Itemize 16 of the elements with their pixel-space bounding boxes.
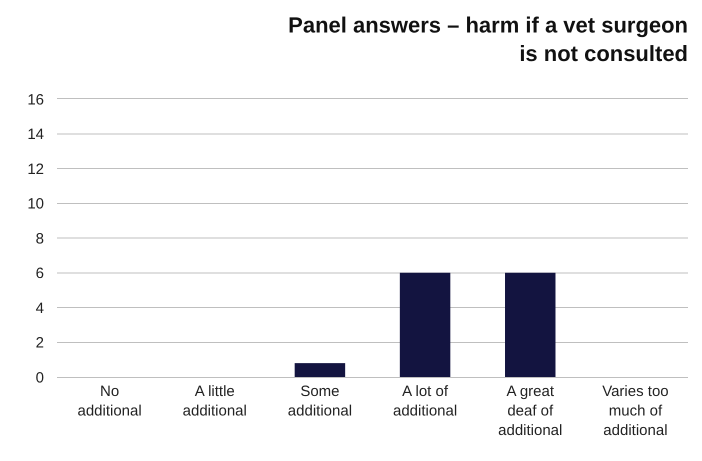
x-tick-label: No additional — [77, 383, 142, 420]
chart-title: Panel answers – harm if a vet surgeon is not consulted — [288, 12, 688, 66]
x-tick-label: A great deaf of additional — [498, 383, 562, 439]
y-tick-label: 4 — [36, 300, 44, 317]
x-tick-label: A little additional — [182, 383, 247, 420]
y-tick-label: 2 — [36, 334, 44, 352]
y-tick-label: 8 — [36, 230, 44, 248]
y-tick-label: 14 — [27, 126, 44, 143]
x-tick-label: Some additional — [288, 383, 352, 420]
y-tick-label: 0 — [36, 369, 44, 386]
x-tick-label: Varies too much of additional — [602, 383, 669, 439]
y-tick-label: 6 — [36, 265, 44, 282]
y-tick-label: 12 — [27, 160, 44, 178]
y-tick-label: 10 — [27, 196, 44, 212]
y-tick-label: 16 — [27, 91, 44, 108]
x-tick-label: A lot of additional — [392, 383, 458, 420]
